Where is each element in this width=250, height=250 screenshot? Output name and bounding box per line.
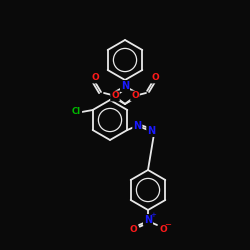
Text: O: O — [151, 74, 159, 82]
Text: O: O — [159, 224, 167, 234]
Text: N: N — [144, 215, 152, 225]
Text: −: − — [164, 220, 172, 230]
Text: Cl: Cl — [72, 108, 81, 116]
Text: N: N — [147, 126, 156, 136]
Text: O: O — [129, 224, 137, 234]
Text: N: N — [133, 121, 141, 131]
Text: +: + — [150, 212, 156, 218]
Text: O: O — [131, 92, 139, 100]
Text: N: N — [121, 81, 129, 91]
Text: O: O — [91, 74, 99, 82]
Text: O: O — [111, 92, 119, 100]
